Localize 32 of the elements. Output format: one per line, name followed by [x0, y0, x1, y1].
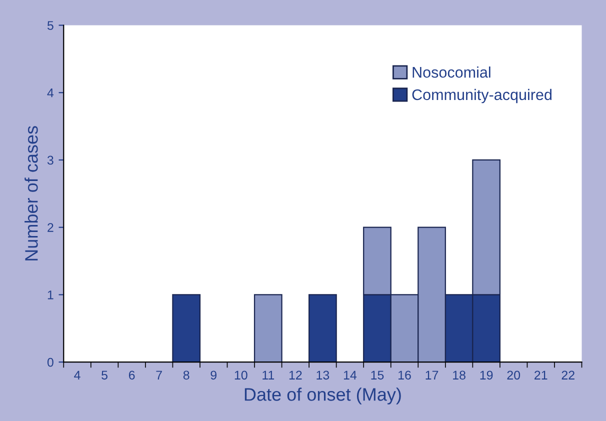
x-tick-label: 9: [210, 370, 216, 380]
bar: [254, 294, 282, 362]
x-tick-label: 19: [480, 370, 493, 380]
bar: [308, 294, 337, 362]
x-tick-label: 16: [398, 370, 411, 380]
x-tick-label: 12: [289, 370, 302, 380]
x-tick-label: 21: [534, 370, 548, 380]
x-tick-label: 15: [371, 370, 384, 380]
y-tick-label: 5: [47, 21, 54, 30]
legend-label: Nosocomial: [412, 66, 490, 78]
x-tick-label: 13: [316, 370, 330, 380]
x-tick-label: 4: [74, 370, 80, 380]
x-tick-label: 22: [562, 370, 574, 380]
x-tick-label: 7: [156, 370, 162, 380]
x-tick-label: 17: [426, 370, 438, 380]
x-tick-label: 5: [102, 370, 108, 380]
x-tick-label: 18: [453, 370, 466, 380]
x-tick-label: 10: [234, 370, 248, 380]
y-tick-label: 3: [47, 156, 54, 165]
legend-label: Community-acquired: [412, 88, 552, 104]
y-tick-label: 2: [48, 223, 54, 232]
x-tick-label: 20: [507, 370, 520, 380]
x-tick-label: 14: [344, 370, 357, 380]
y-tick-label: 4: [47, 88, 54, 98]
y-axis-title: Number of cases: [24, 126, 38, 260]
x-tick-label: 8: [183, 370, 190, 380]
bar: [172, 294, 201, 362]
x-tick-label: 6: [128, 370, 135, 380]
x-axis-title: Date of onset (May): [244, 388, 401, 404]
x-tick-label: 11: [262, 370, 274, 380]
y-tick-label: 0: [47, 358, 54, 367]
y-tick-label: 1: [48, 290, 54, 300]
